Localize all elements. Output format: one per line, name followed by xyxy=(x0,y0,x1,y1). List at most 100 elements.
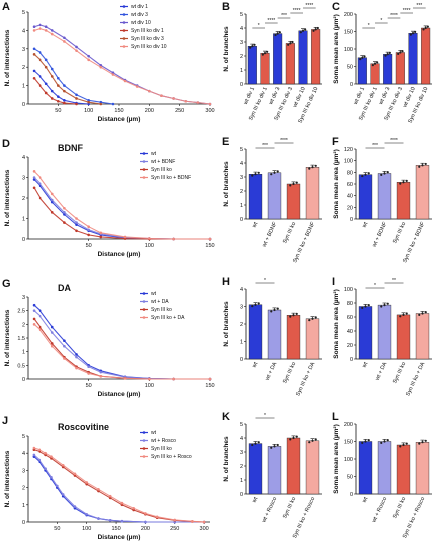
bar xyxy=(248,443,263,495)
data-point xyxy=(97,517,100,520)
y-tick-label: 2 xyxy=(240,322,243,328)
legend-label: Syn III ko + DA xyxy=(151,315,185,321)
data-point xyxy=(123,235,127,239)
sample-dot xyxy=(308,441,311,444)
sample-dot xyxy=(295,435,298,438)
sample-dot xyxy=(405,442,408,445)
data-point xyxy=(87,233,90,237)
panel-label-J: J xyxy=(2,415,8,427)
data-point xyxy=(108,494,112,498)
data-point xyxy=(44,29,48,32)
sample-dot xyxy=(314,164,317,167)
data-point xyxy=(63,357,66,360)
bar xyxy=(285,43,295,85)
y-tick-label: 2.5 xyxy=(17,309,25,315)
legend-marker xyxy=(142,152,146,155)
data-point xyxy=(50,67,54,71)
category-label: Syn III ko + Rosco xyxy=(402,496,426,539)
bar xyxy=(377,304,392,360)
sample-dot xyxy=(405,179,408,182)
y-tick-label: 100 xyxy=(344,287,353,293)
panel-label-K: K xyxy=(222,411,230,423)
chart-title: DA xyxy=(58,283,71,293)
sample-dot xyxy=(418,313,421,316)
legend-marker xyxy=(142,300,146,303)
y-axis-label: N. of branches xyxy=(223,436,230,482)
bar xyxy=(248,174,263,220)
category-label: wt + BDNF xyxy=(371,221,388,249)
data-point xyxy=(75,353,78,356)
panel-label-I: I xyxy=(332,276,335,288)
data-point xyxy=(50,97,54,100)
y-tick-label: 1 xyxy=(240,203,243,209)
legend-marker xyxy=(122,45,126,48)
bar xyxy=(370,63,380,85)
sample-dot xyxy=(388,51,391,54)
sample-dot xyxy=(291,40,294,44)
sample-dot xyxy=(371,64,374,67)
bar xyxy=(421,27,431,85)
sample-dot xyxy=(367,439,370,442)
sample-dot xyxy=(421,441,424,444)
sample-dot xyxy=(364,173,367,176)
category-label: wt div 3 xyxy=(378,86,392,106)
data-point xyxy=(132,506,135,510)
data-point xyxy=(38,309,42,312)
category-label: wt + Rosco xyxy=(371,496,388,524)
data-point xyxy=(32,303,36,307)
legend-marker xyxy=(142,439,146,442)
y-tick-label: 50 xyxy=(347,65,353,71)
category-label: Syn III ko + DA xyxy=(295,361,316,397)
sample-dot xyxy=(424,162,427,166)
data-point xyxy=(172,97,175,100)
sample-dot xyxy=(276,32,279,35)
sample-dot xyxy=(363,55,366,58)
sample-dot xyxy=(270,310,273,313)
data-point xyxy=(44,25,48,29)
sample-dot xyxy=(399,445,402,448)
sample-dot xyxy=(254,173,257,176)
data-point xyxy=(63,40,66,43)
y-tick-label: 150 xyxy=(344,30,353,36)
y-axis-label: N. of branches xyxy=(223,161,230,207)
category-label: wt xyxy=(361,221,369,230)
data-point xyxy=(50,475,53,479)
data-point xyxy=(32,446,36,450)
panel-F-bar-chart: F 0 20 40 60 80 100 120 Soma mean area (µm²) wt wt… xyxy=(332,136,432,264)
data-point xyxy=(87,58,90,62)
series-line-5 xyxy=(33,27,211,105)
significance-label: *** xyxy=(262,143,268,149)
data-point xyxy=(38,458,42,462)
y-tick-label: 2 xyxy=(240,189,243,195)
data-point xyxy=(50,192,54,196)
data-point xyxy=(202,520,206,524)
y-tick-label: 3 xyxy=(240,40,243,46)
y-tick-label: 2 xyxy=(240,54,243,60)
series-line-0 xyxy=(33,70,89,105)
legend-marker xyxy=(142,455,146,458)
significance-label: * xyxy=(374,283,376,289)
data-point xyxy=(63,36,66,40)
data-point xyxy=(44,58,48,62)
bar xyxy=(260,53,270,85)
sample-dot xyxy=(405,312,408,315)
chart-title: Roscovitine xyxy=(58,422,109,432)
category-label: Syn III ko xyxy=(392,496,407,519)
data-point xyxy=(75,102,78,106)
sample-dot xyxy=(373,62,377,65)
legend-label: wt div 1 xyxy=(131,4,148,10)
data-point xyxy=(172,237,175,241)
data-point xyxy=(38,51,42,54)
sample-dot xyxy=(289,438,292,441)
bar xyxy=(247,46,257,85)
data-point xyxy=(85,481,89,484)
y-tick-label: 150 xyxy=(344,440,353,446)
data-point xyxy=(75,97,78,100)
sample-dot xyxy=(316,26,319,30)
category-label: wt div 3 xyxy=(268,86,282,106)
data-point xyxy=(38,328,42,332)
x-tick-label: 300 xyxy=(205,108,214,114)
y-tick-label: 3 xyxy=(240,450,243,456)
data-point xyxy=(75,217,78,220)
data-point xyxy=(196,101,200,104)
